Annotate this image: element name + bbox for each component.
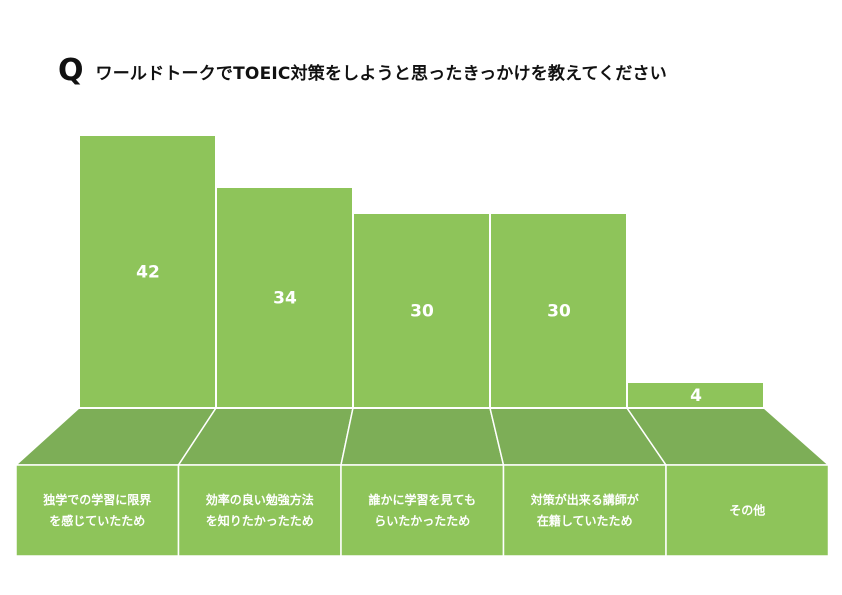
value-label: 30 bbox=[410, 302, 434, 322]
bar-outline bbox=[489, 212, 628, 409]
category-label: 誰かに学習を見ても bbox=[369, 492, 476, 507]
floor-panel bbox=[340, 407, 505, 466]
chart-title-row: Q ワールドトークでTOEIC対策をしようと思ったきっかけを教えてください bbox=[58, 56, 667, 86]
bar bbox=[353, 213, 490, 408]
bar bbox=[627, 382, 764, 408]
value-label: 4 bbox=[690, 386, 702, 406]
category-label: を知りたかったため bbox=[206, 513, 314, 528]
category-label: 独学での学習に限界 bbox=[42, 492, 151, 507]
value-label: 34 bbox=[273, 289, 297, 309]
category-label: その他 bbox=[729, 503, 765, 518]
category-label: 在籍していたため bbox=[537, 513, 633, 528]
value-label: 30 bbox=[547, 302, 571, 322]
bar bbox=[216, 187, 353, 408]
category-box bbox=[340, 464, 505, 557]
question-mark-label: Q bbox=[58, 53, 84, 88]
value-label: 42 bbox=[136, 263, 160, 283]
category-label: を感じていたため bbox=[49, 513, 145, 528]
category-box bbox=[177, 464, 342, 557]
category-label: 効率の良い勉強方法 bbox=[206, 492, 314, 507]
bar-outline bbox=[626, 381, 765, 409]
category-label: らいたかったため bbox=[374, 514, 470, 528]
category-box bbox=[665, 464, 830, 557]
bar bbox=[79, 135, 216, 408]
category-box bbox=[15, 464, 180, 557]
category-box bbox=[502, 464, 667, 557]
category-label: 対策が出来る講師が bbox=[530, 492, 639, 507]
chart-title: ワールドトークでTOEIC対策をしようと思ったきっかけを教えてください bbox=[95, 63, 667, 84]
bar bbox=[490, 213, 627, 408]
